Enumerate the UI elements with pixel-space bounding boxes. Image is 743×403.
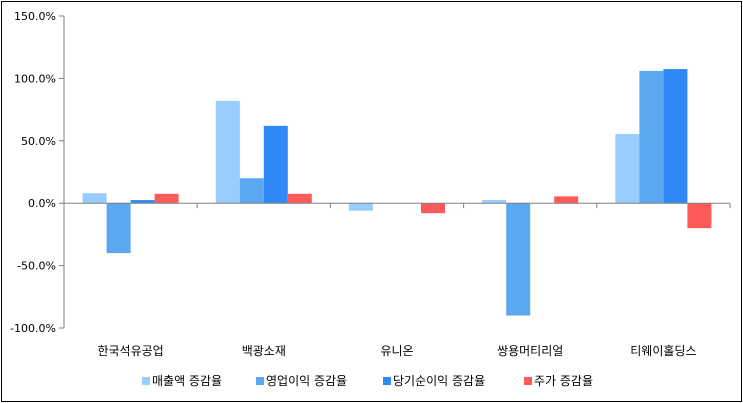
bar [263,125,288,204]
legend-label: 영업이익 증감율 [266,374,347,388]
bar [239,178,264,204]
y-tick-label: -50.0% [17,260,56,273]
legend-swatch [142,377,150,385]
legend-label: 주가 증감율 [534,374,593,388]
x-axis: 한국석유공업 백광소재 유니온 쌍용머티리얼 티웨이홀딩스 [63,202,731,358]
bar [106,203,131,254]
bar [287,193,312,204]
y-tick-label: -100.0% [10,322,56,335]
y-tick-label: 50.0% [21,135,56,148]
bars [82,69,712,316]
category-label: 유니온 [380,344,413,358]
bar [215,100,240,204]
y-tick-label: 0.0% [28,197,56,210]
category-label: 백광소재 [242,344,286,358]
bar [482,200,507,204]
bar [154,193,179,204]
bar [687,203,712,229]
bar [130,200,155,204]
legend-label: 당기순이익 증감율 [393,374,485,388]
bar [639,70,664,204]
legend-swatch [256,377,264,385]
y-tick-label: 150.0% [14,10,56,23]
legend-swatch [383,377,391,385]
bar [82,193,107,204]
legend: 매출액 증감율 영업이익 증감율 당기순이익 증감율 주가 증감율 [142,374,593,388]
category-label: 티웨이홀딩스 [630,344,696,358]
bar [554,196,579,204]
bar [663,69,688,204]
legend-swatch [524,377,532,385]
bar [421,203,445,214]
bar [506,203,531,316]
bar [615,133,640,204]
bar [349,203,373,211]
category-label: 쌍용머티리얼 [497,344,563,358]
legend-label: 매출액 증감율 [152,374,222,388]
category-label: 한국석유공업 [97,344,163,358]
y-axis: -100.0% -50.0% 0.0% 50.0% 100.0% 150.0% [10,10,65,335]
y-tick-label: 100.0% [14,72,56,85]
